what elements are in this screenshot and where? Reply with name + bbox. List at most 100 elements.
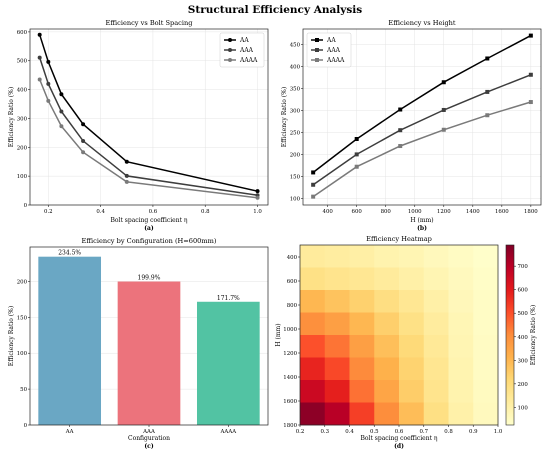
colorbar-tick-label: 500	[518, 311, 529, 317]
x-tick-label: 0.3	[320, 429, 329, 435]
data-point-aa	[528, 33, 533, 38]
heatmap-cell	[448, 402, 474, 426]
heatmap-cell	[448, 267, 474, 291]
data-point-aaaa	[59, 124, 64, 129]
y-tick-label: 600	[17, 30, 28, 36]
x-axis-label: Bolt spacing coefficient η	[111, 217, 188, 224]
y-tick-label: 300	[290, 108, 301, 114]
heatmap-cell	[473, 380, 499, 403]
y-axis-label: Efficiency Ratio (%)	[8, 87, 15, 147]
heatmap-cell	[374, 380, 400, 403]
x-tick-label: AA	[65, 429, 74, 435]
y-tick-label: 300	[17, 116, 28, 122]
data-point-aaa	[485, 89, 490, 94]
data-point-aaa	[441, 107, 446, 112]
y-tick-label: 100	[17, 174, 28, 180]
heatmap-cell	[349, 267, 375, 291]
y-tick-label: 200	[17, 279, 28, 285]
data-label-aaa: 199.9%	[138, 275, 161, 282]
heatmap-cell	[423, 267, 449, 291]
bar-aaa	[117, 281, 181, 425]
y-tick-label: 1400	[283, 375, 297, 381]
y-tick-label: 500	[17, 59, 28, 65]
heatmap-cell	[374, 267, 400, 291]
panel-b-line-chart: 400 600 800 1000 1200 1400 1600 1800 100 150 200 25…	[281, 19, 542, 232]
heatmap-cell	[423, 312, 449, 336]
data-point-aaa	[59, 109, 64, 114]
data-label-aa: 234.5%	[58, 250, 81, 257]
colorbar-tick-label: 700	[518, 264, 529, 270]
heatmap-cell	[473, 290, 499, 313]
heatmap-cell	[399, 312, 425, 336]
heatmap-cell	[399, 357, 425, 381]
heatmap-cell	[423, 380, 449, 403]
legend-marker-aaa	[228, 48, 232, 52]
heatmap-cell	[349, 335, 375, 358]
data-point-aa	[37, 32, 42, 37]
heatmap-cell	[349, 402, 375, 426]
data-point-aaaa	[46, 98, 51, 103]
colorbar	[505, 244, 515, 426]
heatmap-cell	[324, 335, 350, 358]
y-tick-label: 450	[290, 42, 301, 48]
heatmap-cell	[374, 312, 400, 336]
x-tick-label: 1200	[437, 209, 451, 215]
heatmap-cell	[300, 402, 326, 426]
heatmap-cell	[300, 335, 326, 358]
data-point-aaaa	[81, 150, 86, 155]
colorbar-tick-label: 600	[518, 288, 529, 294]
data-point-aaaa	[528, 100, 533, 105]
heatmap-cell	[324, 267, 350, 291]
data-point-aaa	[46, 81, 51, 86]
y-tick-label: 400	[287, 255, 298, 261]
y-tick-label: 200	[17, 145, 28, 151]
x-tick-label: 0.8	[444, 429, 453, 435]
x-tick-label: 0.6	[149, 209, 158, 215]
x-tick-label: 1400	[466, 209, 480, 215]
heatmap-cell	[473, 402, 499, 426]
heatmap-cell	[473, 335, 499, 358]
legend-label-aa: AA	[326, 37, 336, 44]
heatmap-cell	[300, 380, 326, 403]
data-point-aaa	[311, 182, 316, 187]
colorbar-tick-label: 200	[518, 382, 529, 388]
panel-title: Efficiency vs Bolt Spacing	[106, 19, 194, 27]
data-point-aa	[311, 170, 316, 175]
x-axis-label: Configuration	[128, 435, 170, 442]
bar-aaaa	[196, 301, 260, 425]
heatmap-cell	[300, 267, 326, 291]
x-tick-label: 1800	[524, 209, 538, 215]
plot-frame	[29, 28, 269, 206]
legend-marker-aaaa	[228, 58, 232, 62]
x-tick-label: 1600	[495, 209, 509, 215]
y-tick-label: 100	[17, 351, 28, 357]
x-tick-label: 0.4	[345, 429, 354, 435]
heatmap-cell	[399, 402, 425, 426]
heatmap-cell	[448, 245, 474, 268]
y-tick-label: 0	[24, 423, 28, 429]
heatmap-cell	[349, 245, 375, 268]
data-point-aaaa	[124, 179, 129, 184]
y-axis-label: Efficiency Ratio (%)	[281, 87, 288, 147]
data-point-aaaa	[255, 195, 260, 200]
heatmap-cell	[448, 357, 474, 381]
data-point-aa	[81, 122, 86, 127]
y-tick-label: 400	[17, 88, 28, 94]
x-tick-label: 0.2	[296, 429, 305, 435]
heatmap-cell	[448, 312, 474, 336]
y-tick-label: 600	[287, 279, 298, 285]
series-line-aaa	[312, 74, 532, 186]
colorbar-tick-label: 400	[518, 335, 529, 341]
heatmap-cell	[423, 245, 449, 268]
legend-label-aaaa: AAAA	[326, 57, 345, 64]
series-line-aa	[312, 34, 532, 173]
y-tick-label: 50	[20, 387, 27, 393]
y-tick-label: 150	[290, 174, 301, 180]
y-tick-label: 1800	[283, 423, 297, 429]
colorbar-tick-label: 300	[518, 358, 529, 364]
heatmap-cell	[374, 290, 400, 313]
heatmap-cell	[349, 357, 375, 381]
y-tick-label: 0	[24, 203, 28, 209]
panel-title: Efficiency Heatmap	[366, 235, 432, 243]
